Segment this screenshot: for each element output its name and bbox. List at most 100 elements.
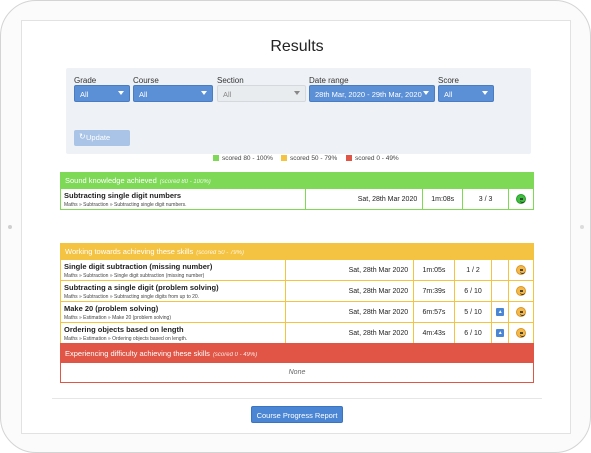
grade-select[interactable]: All xyxy=(74,85,130,102)
date-cell: Sat, 28th Mar 2020 xyxy=(284,259,415,281)
course-label: Course xyxy=(133,76,159,85)
table-row[interactable]: Make 20 (problem solving) Maths » Estima… xyxy=(60,301,534,323)
score-cell: 5 / 10 xyxy=(453,301,493,323)
skill-path: Maths » Subtraction » Subtracting single… xyxy=(64,293,200,300)
legend-swatch-green xyxy=(213,155,219,161)
skill-cell: Ordering objects based on length Maths »… xyxy=(60,322,286,344)
table-row[interactable]: Subtracting a single digit (problem solv… xyxy=(60,280,534,302)
tablet-camera xyxy=(580,225,584,229)
skill-cell: Single digit subtraction (missing number… xyxy=(60,259,286,281)
face-cell xyxy=(508,259,534,281)
divider xyxy=(52,398,542,399)
legend-item-mid: scored 50 - 79% xyxy=(281,155,337,162)
section-select[interactable]: All xyxy=(217,85,306,102)
legend-swatch-orange xyxy=(281,155,287,161)
face-cell xyxy=(508,301,534,323)
chevron-down-icon xyxy=(118,91,124,95)
chevron-down-icon xyxy=(294,91,300,95)
face-cell xyxy=(508,322,534,344)
working-table: Single digit subtraction (missing number… xyxy=(60,259,534,344)
date-cell: Sat, 28th Mar 2020 xyxy=(284,301,415,323)
section-title: Working towards achieving these skills xyxy=(65,247,194,256)
chevron-down-icon xyxy=(423,91,429,95)
legend-label: scored 80 - 100% xyxy=(222,155,273,162)
smiley-happy-icon xyxy=(516,194,527,204)
tablet-sensor xyxy=(8,225,12,229)
legend-swatch-red xyxy=(346,155,352,161)
skill-path: Maths » Subtraction » Single digit subtr… xyxy=(64,272,205,279)
skill-cell: Subtracting a single digit (problem solv… xyxy=(60,280,286,302)
skill-path: Maths » Estimation » Make 20 (problem so… xyxy=(64,314,171,321)
skill-path: Maths » Estimation » Ordering objects ba… xyxy=(64,335,188,342)
results-screen: Results Grade All Course All Section All… xyxy=(21,20,571,434)
course-progress-report-button[interactable]: Course Progress Report xyxy=(251,406,343,423)
course-select-value: All xyxy=(139,90,148,99)
skill-name: Single digit subtraction (missing number… xyxy=(64,261,213,271)
empty-state: None xyxy=(60,363,534,383)
table-row[interactable]: Ordering objects based on length Maths »… xyxy=(60,322,534,344)
section-range: (scored 50 - 79%) xyxy=(196,250,244,256)
legend-item-high: scored 80 - 100% xyxy=(213,155,273,162)
date-range-select[interactable]: 28th Mar, 2020 - 29th Mar, 2020 xyxy=(309,85,435,102)
section-title: Sound knowledge achieved xyxy=(65,176,157,185)
section-title: Experiencing difficulty achieving these … xyxy=(65,349,210,358)
score-cell: 6 / 10 xyxy=(453,322,493,344)
date-cell: Sat, 28th Mar 2020 xyxy=(305,188,424,210)
hint-cell: ▲ xyxy=(491,301,510,323)
smiley-neutral-icon xyxy=(516,307,527,317)
section-header-working: Working towards achieving these skills (s… xyxy=(60,243,534,259)
hint-icon[interactable]: ▲ xyxy=(496,308,505,316)
chevron-down-icon xyxy=(201,91,207,95)
score-cell: 1 / 2 xyxy=(453,259,493,281)
smiley-neutral-icon xyxy=(516,265,527,275)
hint-cell xyxy=(491,280,510,302)
update-button-label: Update xyxy=(86,133,111,142)
section-label: Section xyxy=(217,76,244,85)
score-cell: 6 / 10 xyxy=(453,280,493,302)
date-cell: Sat, 28th Mar 2020 xyxy=(284,322,415,344)
course-select[interactable]: All xyxy=(133,85,213,102)
achieved-table: Subtracting single digit numbers Maths »… xyxy=(59,188,534,210)
chevron-down-icon xyxy=(482,91,488,95)
skill-name: Subtracting single digit numbers xyxy=(64,190,182,200)
skill-name: Subtracting a single digit (problem solv… xyxy=(64,282,219,292)
skill-cell: Make 20 (problem solving) Maths » Estima… xyxy=(60,301,286,323)
legend-label: scored 0 - 49% xyxy=(355,155,399,162)
date-range-label: Date range xyxy=(309,76,349,85)
smiley-neutral-icon xyxy=(516,286,527,296)
section-range: (scored 0 - 49%) xyxy=(212,352,258,358)
hint-cell: ▲ xyxy=(491,322,510,344)
hint-cell xyxy=(491,259,510,281)
table-row[interactable]: Single digit subtraction (missing number… xyxy=(60,259,534,281)
skill-path: Maths » Subtraction » Subtracting single… xyxy=(64,201,187,208)
time-cell: 6m:57s xyxy=(413,301,455,323)
update-button[interactable]: ↻ Update xyxy=(74,130,130,146)
skill-name: Make 20 (problem solving) xyxy=(64,303,159,313)
time-cell: 4m:43s xyxy=(413,322,455,344)
face-cell xyxy=(508,280,534,302)
grade-select-value: All xyxy=(80,90,89,99)
section-header-difficulty: Experiencing difficulty achieving these … xyxy=(60,343,534,363)
legend-label: scored 50 - 79% xyxy=(290,155,338,162)
time-cell: 7m:39s xyxy=(413,280,455,302)
refresh-icon: ↻ xyxy=(79,132,86,141)
legend-item-low: scored 0 - 49% xyxy=(346,155,399,162)
time-cell: 1m:08s xyxy=(422,188,464,210)
section-header-achieved: Sound knowledge achieved (scored 80 - 100… xyxy=(60,172,534,188)
skill-cell: Subtracting single digit numbers Maths »… xyxy=(59,188,307,210)
section-select-value: All xyxy=(223,90,232,99)
date-range-value: 28th Mar, 2020 - 29th Mar, 2020 xyxy=(315,90,422,99)
filter-panel: Grade All Course All Section All Date ra… xyxy=(66,68,531,154)
hint-icon[interactable]: ▲ xyxy=(496,329,505,337)
score-select[interactable]: All xyxy=(438,85,494,102)
table-row[interactable]: Subtracting single digit numbers Maths »… xyxy=(59,188,534,210)
smiley-neutral-icon xyxy=(516,328,527,338)
page-title: Results xyxy=(270,38,324,55)
score-select-value: All xyxy=(444,90,453,99)
section-range: (scored 80 - 100%) xyxy=(159,179,211,185)
score-label: Score xyxy=(438,76,459,85)
date-cell: Sat, 28th Mar 2020 xyxy=(284,280,415,302)
time-cell: 1m:05s xyxy=(413,259,455,281)
face-cell xyxy=(508,188,534,210)
